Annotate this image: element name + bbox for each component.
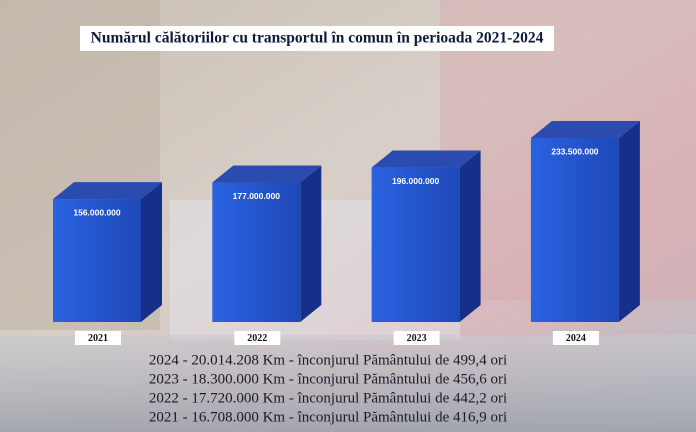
category-box [552, 331, 599, 345]
title-box [80, 26, 554, 51]
annotation: 2022 - 17.720.000 Km - înconjurul Pământ… [149, 390, 507, 406]
annotation: 2024 - 20.014.208 Km - înconjurul Pământ… [149, 352, 507, 368]
bar-side [459, 150, 481, 322]
bar-top [212, 165, 322, 183]
bar [530, 138, 619, 322]
chart-title: Numărul călătoriilor cu transportul în c… [91, 30, 544, 47]
value-label: 196.000.000 [392, 176, 440, 186]
bar-top [53, 182, 162, 200]
street [0, 335, 696, 432]
bar-top [530, 121, 640, 139]
x-tick-label: 2022 [247, 333, 267, 344]
bar-top [371, 150, 481, 168]
value-label: 233.500.000 [551, 146, 599, 156]
annotation: 2021 - 16.708.000 Km - înconjurul Pământ… [149, 409, 507, 425]
category-box [234, 331, 281, 345]
bar-side [618, 121, 640, 322]
x-tick-label: 2023 [407, 333, 427, 344]
bar-side [300, 165, 322, 322]
annotation: 2023 - 18.300.000 Km - înconjurul Pământ… [149, 371, 507, 387]
category-box [75, 331, 121, 345]
bar-side [141, 182, 162, 322]
bar [371, 167, 460, 322]
category-box [393, 331, 440, 345]
value-label: 156.000.000 [73, 207, 121, 217]
value-label: 177.000.000 [233, 191, 281, 201]
bar [212, 182, 301, 322]
x-tick-label: 2024 [566, 333, 586, 344]
bar [53, 199, 141, 322]
x-tick-label: 2021 [88, 333, 108, 344]
